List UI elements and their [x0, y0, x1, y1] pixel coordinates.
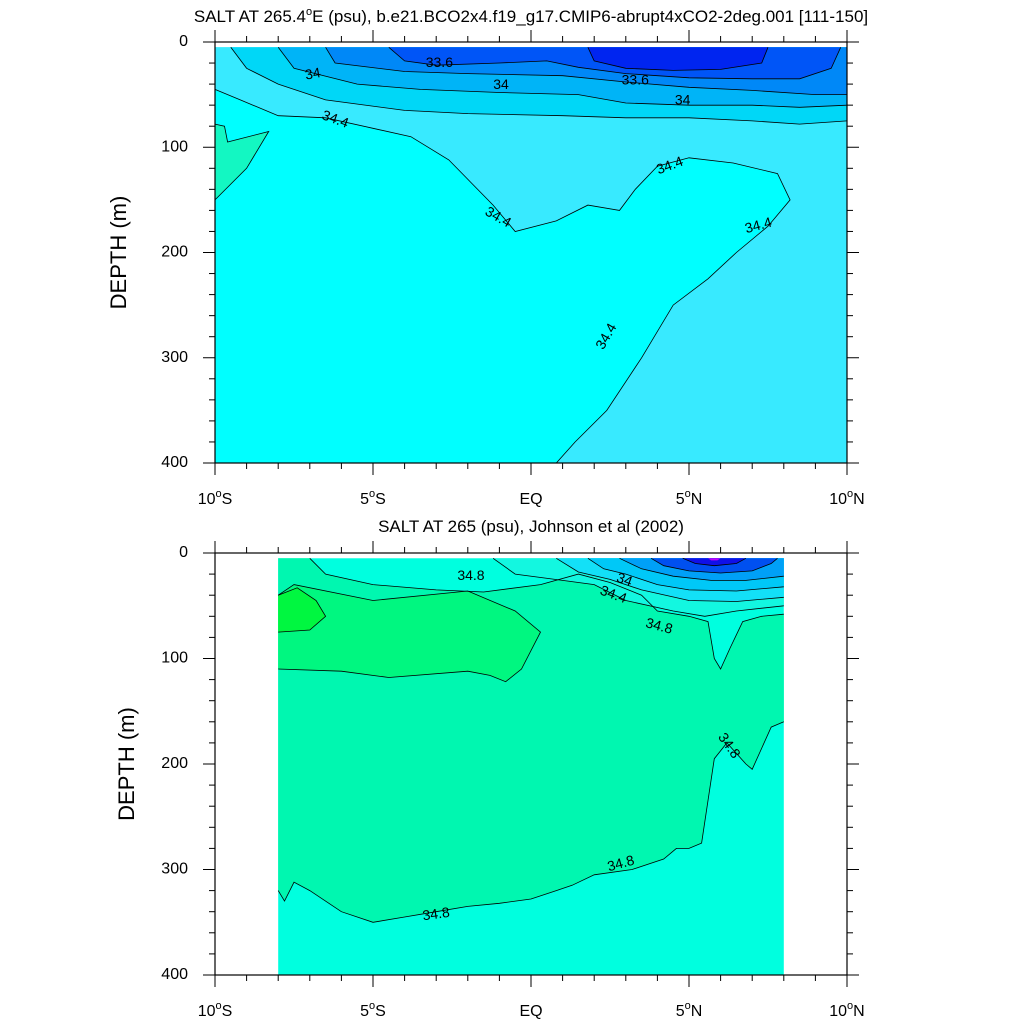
degree-symbol: o [216, 1000, 222, 1012]
contour-label-1: 34 [304, 64, 322, 82]
contour-line-4 [492, 557, 784, 617]
y-tick-label: 0 [179, 33, 188, 50]
x-tick-label: 5oS [360, 488, 386, 508]
x-tick-label: 10oS [198, 488, 233, 508]
contour-line-6 [587, 47, 769, 71]
contour-line-3 [277, 47, 848, 108]
contour-line-6 [587, 557, 784, 592]
hemisphere-letter: S [222, 491, 233, 508]
x-tick-number: 10 [829, 1003, 847, 1020]
x-tick-number: 5 [360, 1003, 369, 1020]
y-tick-label: 200 [161, 755, 188, 772]
x-tick-number: 10 [198, 1003, 216, 1020]
degree-symbol: o [685, 488, 691, 500]
chart-title: SALT AT 265.4oE (psu), b.e21.BCO2x4.f19_… [194, 6, 868, 26]
contour-fill-0 [215, 124, 269, 200]
degree-symbol: o [216, 488, 222, 500]
x-tick-label: 5oN [676, 488, 703, 508]
degree-symbol: o [369, 1000, 375, 1012]
contour-fill-2 [278, 587, 326, 633]
y-axis-label: DEPTH (m) [114, 707, 139, 821]
y-axis-label: DEPTH (m) [106, 196, 131, 310]
contour-fill-1 [278, 584, 541, 682]
contour-label-0: 33.6 [426, 54, 453, 70]
hemisphere-letter: N [853, 491, 865, 508]
degree-symbol: o [685, 1000, 691, 1012]
x-tick-label: 5oS [360, 1000, 386, 1020]
hemisphere-letter: S [222, 1003, 233, 1020]
degree-symbol: o [369, 488, 375, 500]
hemisphere-letter: N [691, 491, 703, 508]
contour-fill-1 [215, 47, 847, 464]
contour-line-2 [230, 47, 848, 125]
y-tick-label: 400 [161, 454, 188, 471]
contour-line-3 [278, 587, 327, 633]
degree-symbol: o [847, 488, 853, 500]
hemisphere-letter: N [691, 1003, 703, 1020]
contour-label-2: 34 [493, 76, 509, 92]
contour-label-3: 33.6 [622, 72, 649, 88]
x-tick-number: EQ [519, 491, 542, 508]
contour-line-7 [619, 557, 784, 581]
y-tick-label: 100 [161, 138, 188, 155]
contour-label-3: 34.8 [644, 614, 675, 637]
y-tick-label: 0 [179, 544, 188, 561]
hemisphere-letter: S [375, 491, 386, 508]
contour-line-9 [682, 557, 747, 567]
chart-title-main: SALT AT 265 (psu), Johnson et al (2002) [378, 517, 684, 536]
contour-fill-6 [587, 47, 768, 71]
contour-label-6: 34.8 [421, 904, 450, 924]
contour-line-8 [650, 557, 778, 574]
x-tick-label: 10oN [829, 488, 864, 508]
x-tick-label: EQ [519, 491, 542, 508]
y-tick-label: 300 [161, 349, 188, 366]
y-tick-label: 300 [161, 861, 188, 878]
contour-fill-9 [708, 558, 721, 561]
hemisphere-letter: S [375, 1003, 386, 1020]
hemisphere-letter: N [853, 1003, 865, 1020]
x-tick-number: 10 [198, 491, 216, 508]
y-tick-label: 400 [161, 966, 188, 983]
contour-line-5 [556, 557, 784, 602]
y-tick-label: 200 [161, 244, 188, 261]
chart-title-main: SALT AT 265.4 [194, 7, 306, 26]
contour-line-0 [277, 721, 784, 923]
contour-line-2 [277, 584, 542, 683]
x-tick-label: 5oN [676, 1000, 703, 1020]
contour-label-8: 34.4 [743, 214, 774, 237]
chart-title: SALT AT 265 (psu), Johnson et al (2002) [378, 517, 684, 536]
x-tick-number: 5 [676, 1003, 685, 1020]
contour-line-1 [214, 123, 270, 201]
contour-label-0: 34.8 [457, 567, 484, 583]
x-tick-number: 5 [360, 491, 369, 508]
contour-line-4 [325, 47, 847, 95]
x-tick-label: EQ [519, 1003, 542, 1020]
x-tick-label: 10oS [198, 1000, 233, 1020]
contour-line-0 [214, 89, 791, 464]
x-tick-number: 5 [676, 491, 685, 508]
x-tick-number: EQ [519, 1003, 542, 1020]
contour-label-1: 34 [615, 569, 635, 589]
contour-line-5 [388, 46, 842, 80]
title-degree-symbol: o [306, 6, 312, 18]
contour-line-1 [309, 558, 784, 670]
panel-johnson-salinity: 34.8 3434.434.834.834.834.801002003004001… [114, 517, 865, 1020]
chart-title-rest: E (psu), b.e21.BCO2x4.f19_g17.CMIP6-abru… [312, 7, 868, 26]
y-tick-label: 100 [161, 650, 188, 667]
contour-label-4: 34 [675, 92, 691, 108]
contour-label-5: 34.8 [605, 852, 636, 875]
degree-symbol: o [847, 1000, 853, 1012]
x-tick-label: 10oN [829, 1000, 864, 1020]
x-tick-number: 10 [829, 491, 847, 508]
